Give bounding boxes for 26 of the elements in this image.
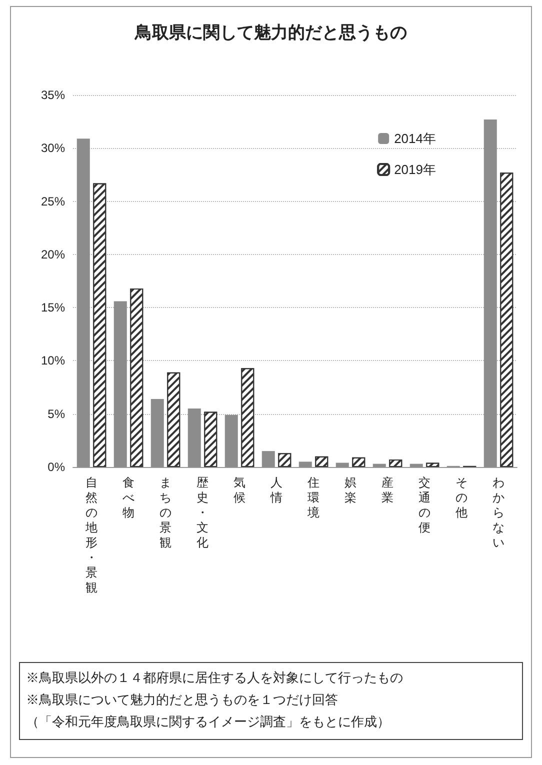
x-tick-label: 娯楽 bbox=[344, 476, 356, 504]
y-tick-label: 0% bbox=[48, 460, 66, 474]
text: （「令和元年度鳥取県に関するイメージ調査」をもとに作成） bbox=[26, 714, 391, 732]
x-tick-label: 人情 bbox=[270, 476, 282, 504]
x-tick-label: 食べ物 bbox=[122, 476, 134, 520]
x-tick-label: 産業 bbox=[382, 476, 394, 504]
y-tick-label: 35% bbox=[40, 88, 66, 102]
legend-label: 2019年 bbox=[394, 162, 436, 177]
x-tick-label: まちの景観 bbox=[160, 476, 172, 550]
x-tick-label: 交通の便 bbox=[418, 476, 430, 534]
x-tick-label: 気候 bbox=[234, 476, 246, 504]
y-tick-label: 20% bbox=[40, 247, 66, 262]
chart-title: 鳥取県に関して魅力的だと思うもの bbox=[134, 23, 407, 42]
x-tick-label: 自然の地形・景観 bbox=[84, 476, 98, 594]
x-tick-label: 住環境 bbox=[306, 476, 320, 520]
x-tick-label: 歴史・文化 bbox=[196, 476, 208, 550]
x-tick-label: その他 bbox=[456, 476, 468, 520]
text: ※鳥取県以外の１４都府県に居住する人を対象にして行ったもの bbox=[26, 670, 404, 688]
y-tick-label: 5% bbox=[48, 406, 66, 421]
x-tick-label: わからない bbox=[492, 476, 504, 550]
legend-label: 2014年 bbox=[394, 131, 436, 146]
y-tick-label: 10% bbox=[40, 354, 66, 368]
y-tick-label: 15% bbox=[40, 300, 66, 315]
y-tick-label: 25% bbox=[40, 194, 66, 208]
y-tick-label: 30% bbox=[40, 141, 66, 156]
text: ※鳥取県について魅力的だと思うものを１つだけ回答 bbox=[26, 692, 339, 710]
